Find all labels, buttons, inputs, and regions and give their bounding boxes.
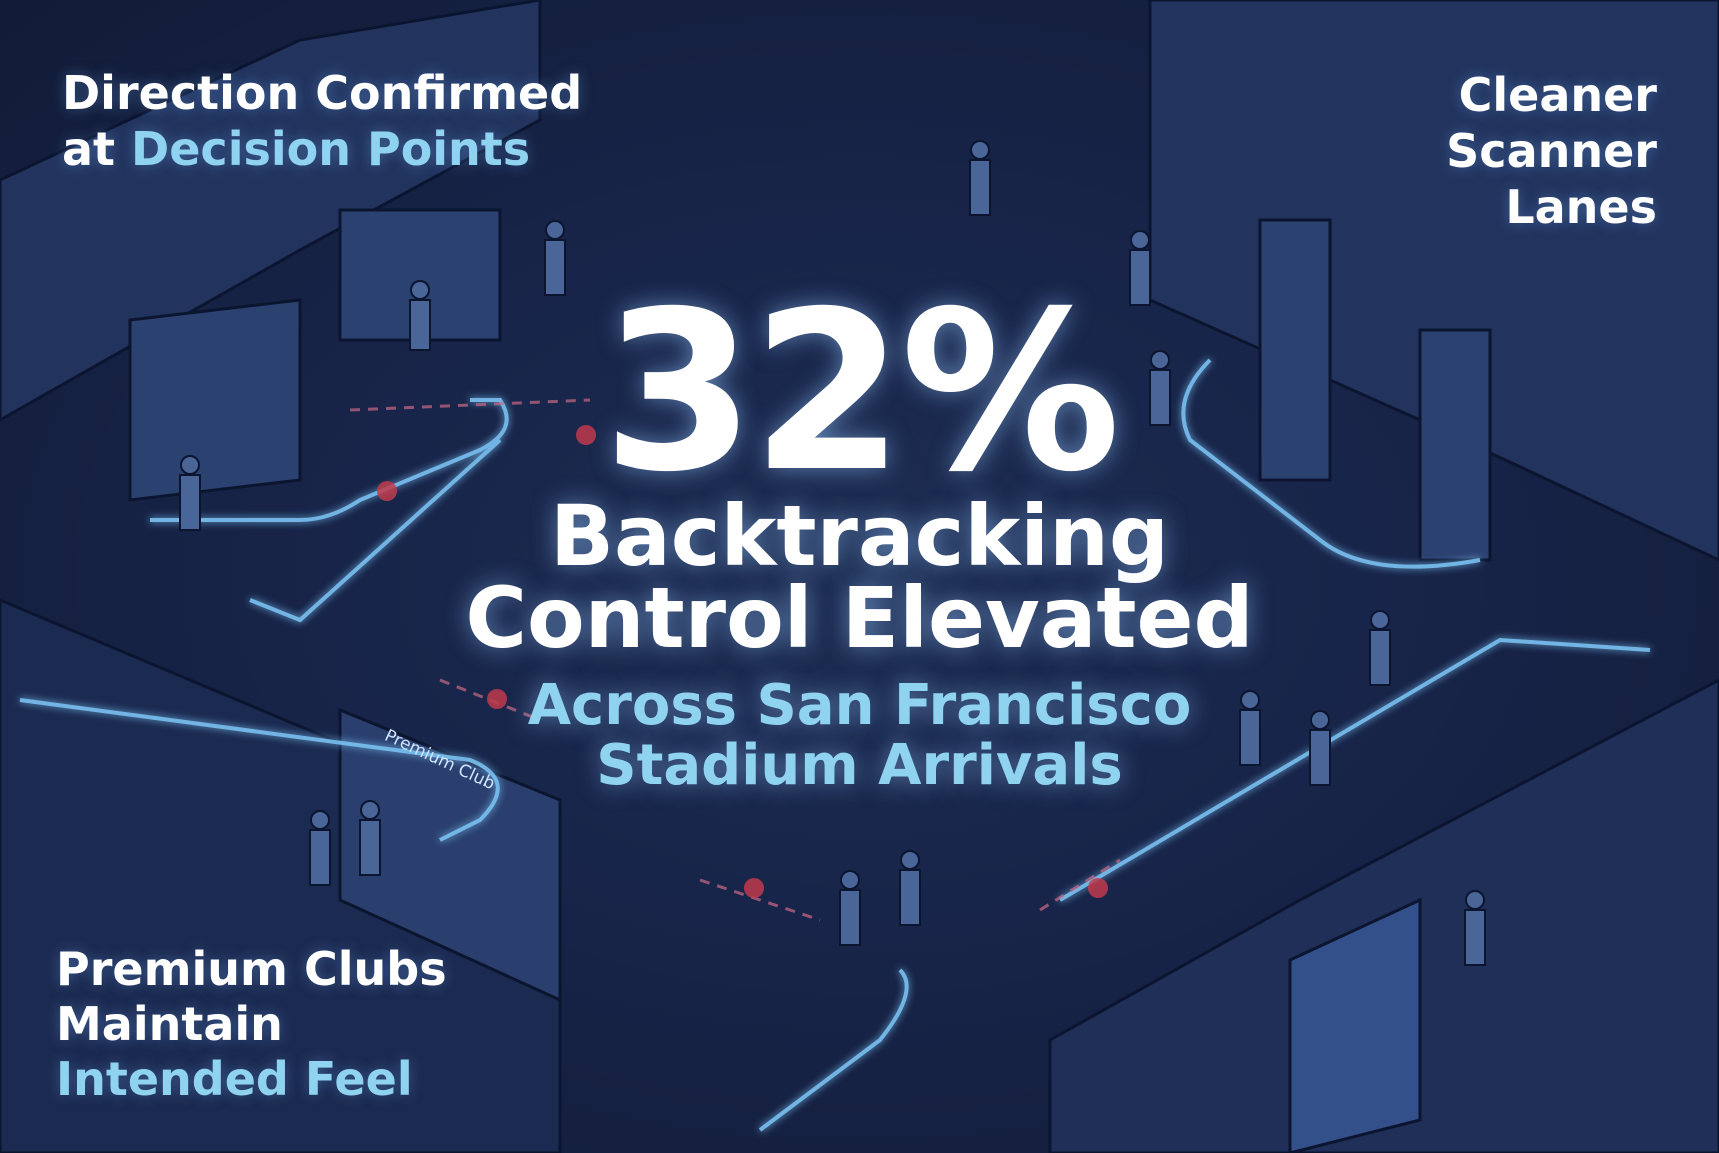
flow-path	[758, 968, 909, 1132]
person	[969, 140, 991, 216]
flow-path	[1058, 637, 1651, 902]
flow-path	[249, 438, 502, 623]
callout-accent: Decision Points	[131, 122, 531, 176]
x-mark-icon	[487, 689, 507, 709]
person	[359, 800, 381, 876]
blocked-markers	[377, 425, 1108, 898]
callout-text: at	[62, 122, 132, 176]
callout-line: Premium Clubs	[56, 942, 447, 996]
backtrack-paths	[349, 398, 1121, 922]
person	[1309, 710, 1331, 786]
headline-stat: 32%	[602, 264, 1121, 520]
headline-line-2: Control Elevated	[465, 569, 1254, 667]
callout-line: Direction Confirmed	[62, 66, 583, 120]
person	[1129, 230, 1151, 306]
callout-accent: Intended Feel	[56, 1052, 413, 1106]
x-mark-icon	[1088, 878, 1108, 898]
subheadline-line-1: Across San Francisco	[527, 673, 1192, 738]
flow-paths	[19, 358, 1651, 1132]
person	[899, 850, 921, 926]
person	[409, 280, 431, 351]
backtrack-path	[1039, 858, 1121, 912]
callout-line: Scanner	[1446, 124, 1657, 178]
person	[309, 810, 331, 886]
callout-line: at Decision Points	[62, 126, 582, 182]
person	[1239, 690, 1261, 766]
person	[179, 455, 201, 531]
x-mark-icon	[576, 425, 596, 445]
subheadline-line-2: Stadium Arrivals	[596, 733, 1123, 798]
flow-path	[1181, 358, 1481, 569]
person	[839, 870, 861, 946]
callout-line: Cleaner	[1458, 68, 1657, 122]
person	[1464, 890, 1486, 966]
flow-path	[19, 698, 500, 842]
backtrack-path	[699, 878, 821, 922]
headline-line-1: Backtracking	[549, 487, 1169, 585]
x-mark-icon	[377, 481, 397, 501]
x-mark-icon	[744, 878, 764, 898]
people-figures	[179, 140, 1486, 966]
callout-line: Maintain	[56, 997, 283, 1051]
person	[544, 220, 566, 296]
callout-line: Lanes	[1505, 180, 1657, 234]
flow-path	[150, 398, 509, 522]
callout-direction-confirmed: Direction Confirmed at Decision Points	[62, 70, 582, 182]
person	[1149, 350, 1171, 426]
person	[1369, 610, 1391, 686]
backtrack-path	[349, 398, 591, 412]
callout-premium-clubs: Premium Clubs Maintain Intended Feel	[56, 946, 447, 1111]
callout-cleaner-scanner-lanes: Cleaner Scanner Lanes	[1446, 72, 1657, 240]
